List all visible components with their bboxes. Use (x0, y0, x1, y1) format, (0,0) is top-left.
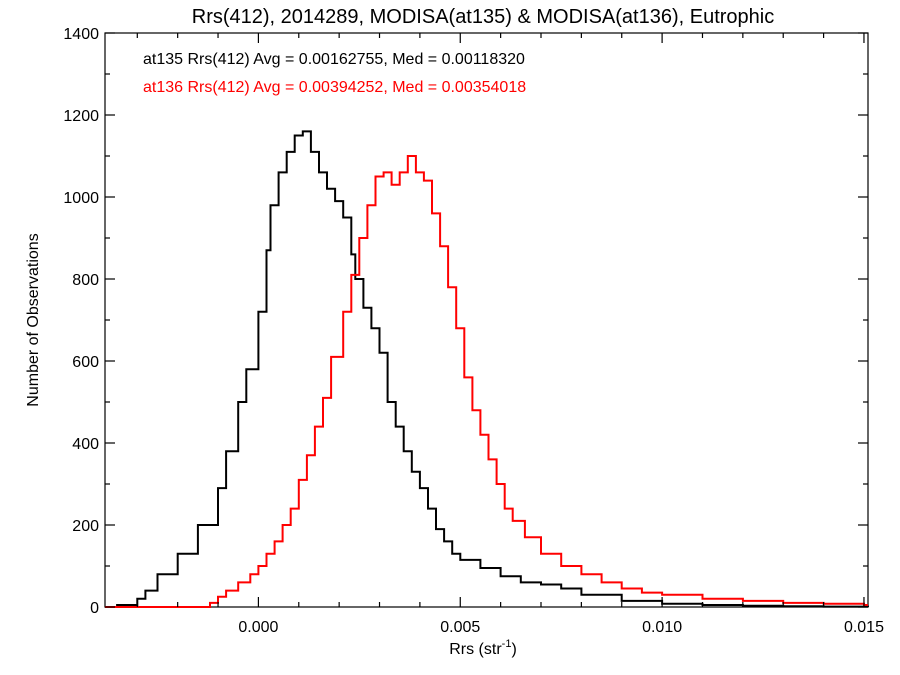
x-axis-label-main: Rrs (str (449, 641, 502, 658)
y-tick-label: 400 (72, 436, 99, 453)
x-axis-label-suffix: ) (511, 641, 516, 658)
plot-area: 0.000 0.005 0.010 0.015 0 200 400 600 800 1000 120… (63, 26, 884, 636)
y-tick-label: 1200 (63, 108, 99, 125)
x-tick-label: 0.015 (844, 619, 884, 636)
y-tick-label: 1400 (63, 26, 99, 43)
y-axis-label: Number of Observations (25, 233, 42, 406)
y-tick-label: 1000 (63, 190, 99, 207)
x-axis-label: Rrs (str-1) (449, 638, 517, 658)
series-line-0 (105, 130, 869, 608)
annotation-at136: at136 Rrs(412) Avg = 0.00394252, Med = 0… (143, 79, 526, 96)
y-tick-label: 0 (90, 600, 99, 617)
ticks-layer: 0.000 0.005 0.010 0.015 0 200 400 600 800 1000 120… (63, 26, 884, 636)
chart-title: Rrs(412), 2014289, MODISA(at135) & MODIS… (192, 6, 774, 28)
plot-frame (104, 32, 869, 608)
series-layer (105, 130, 869, 608)
annotation-at135: at135 Rrs(412) Avg = 0.00162755, Med = 0… (143, 51, 525, 68)
x-tick-label: 0.005 (440, 619, 480, 636)
x-tick-label: 0.010 (642, 619, 682, 636)
y-tick-label: 200 (72, 518, 99, 535)
y-tick-label: 800 (72, 272, 99, 289)
x-axis-label-superscript: -1 (502, 638, 512, 650)
x-tick-label: 0.000 (238, 619, 278, 636)
series-line-1 (105, 155, 868, 608)
y-tick-label: 600 (72, 354, 99, 371)
